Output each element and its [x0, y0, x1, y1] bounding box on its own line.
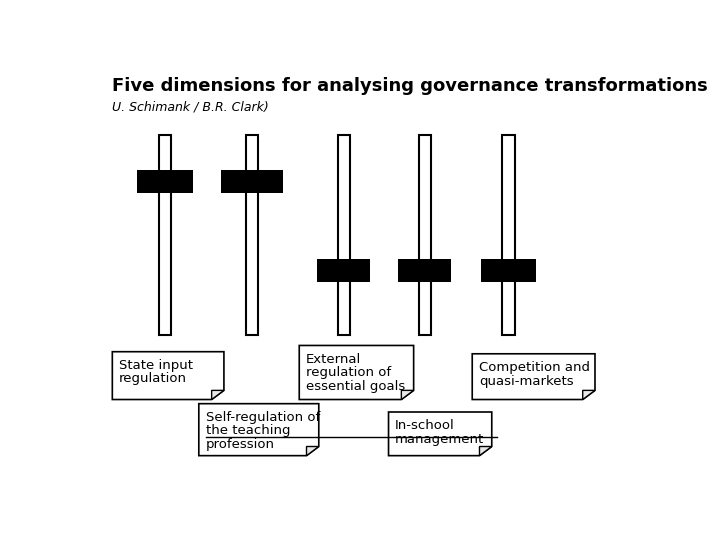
Text: essential goals: essential goals	[306, 380, 405, 393]
Text: quasi-markets: quasi-markets	[479, 375, 574, 388]
Text: management: management	[395, 433, 485, 446]
Bar	[481, 259, 536, 282]
Polygon shape	[300, 346, 413, 400]
Polygon shape	[307, 447, 319, 456]
Bar	[418, 136, 431, 335]
Bar	[338, 136, 350, 335]
Bar	[138, 170, 193, 193]
Text: Five dimensions for analysing governance transformations: Five dimensions for analysing governance…	[112, 77, 708, 95]
Polygon shape	[480, 447, 492, 456]
Text: U. Schimank / B.R. Clark): U. Schimank / B.R. Clark)	[112, 100, 269, 113]
Polygon shape	[389, 412, 492, 456]
Bar	[246, 136, 258, 335]
Bar	[318, 259, 370, 282]
Text: regulation of: regulation of	[306, 366, 391, 379]
Text: regulation: regulation	[119, 373, 187, 386]
Polygon shape	[472, 354, 595, 400]
Polygon shape	[112, 352, 224, 400]
Text: In-school: In-school	[395, 420, 455, 433]
Polygon shape	[199, 404, 319, 456]
Polygon shape	[212, 390, 224, 400]
Polygon shape	[582, 390, 595, 400]
Text: Self-regulation of: Self-regulation of	[205, 411, 320, 424]
Bar	[159, 136, 171, 335]
Text: External: External	[306, 353, 361, 366]
Bar	[221, 170, 282, 193]
Polygon shape	[401, 390, 413, 400]
Text: the teaching: the teaching	[205, 424, 290, 437]
Text: Competition and: Competition and	[479, 361, 590, 374]
Bar	[503, 136, 515, 335]
Bar	[398, 259, 451, 282]
Text: State input: State input	[119, 359, 193, 372]
Text: profession: profession	[205, 438, 274, 451]
